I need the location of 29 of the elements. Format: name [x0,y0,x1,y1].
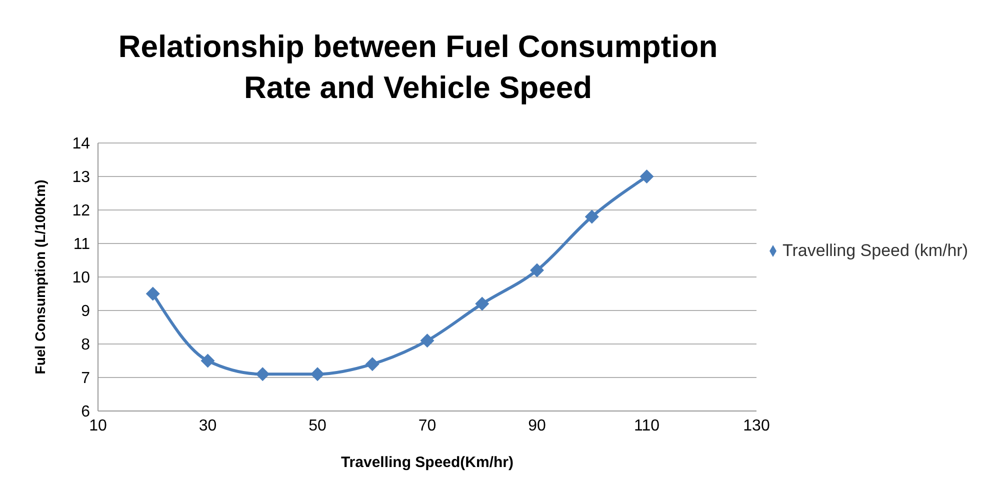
x-tick-label: 30 [198,417,217,434]
point [530,263,544,278]
y-tick-label: 8 [81,336,90,354]
y-tick-label: 6 [81,404,90,421]
point [200,354,215,368]
point [365,357,380,372]
x-axis-title: Travelling Speed(Km/hr) [340,454,514,471]
chart-title: Relationship between Fuel Consumption Rate and Vehicle Speed [117,28,719,107]
point [584,210,599,224]
point [310,367,324,382]
y-tick-label: 10 [72,270,90,287]
x-tick-label: 90 [528,417,546,434]
y-tick-label: 9 [81,303,90,320]
y-axis-title: Fuel Consumption (L/100Km) [32,180,48,374]
legend-label: Travelling Speed (km/hr) [782,240,968,260]
y-tick-label: 12 [72,202,90,220]
y-tick-label: 7 [81,370,90,388]
y-tick-label: 14 [72,136,90,153]
point [146,286,160,301]
x-tick-label: 110 [634,417,660,434]
x-tick-label: 50 [308,417,326,434]
point [420,334,434,348]
point [640,170,654,184]
x-tick-label: 70 [418,417,436,434]
y-tick-label: 11 [73,236,90,254]
y-tick-label: 13 [72,169,90,186]
point [475,296,490,311]
point [256,367,270,382]
x-tick-label: 130 [743,417,770,434]
